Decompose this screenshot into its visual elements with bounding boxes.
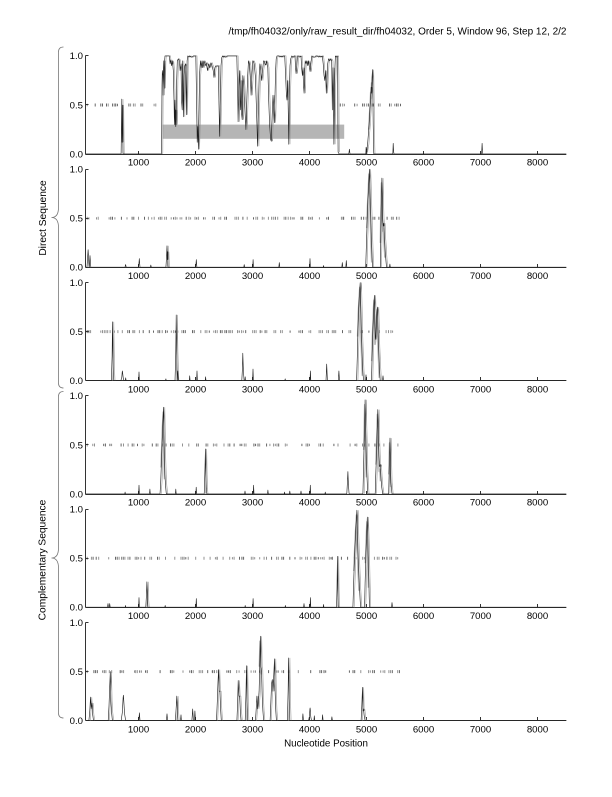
svg-text:2000: 2000 — [185, 724, 206, 735]
svg-text:/tmp/fh04032/only/raw_result_d: /tmp/fh04032/only/raw_result_dir/fh04032… — [229, 26, 567, 37]
svg-text:0.5: 0.5 — [70, 554, 83, 565]
svg-text:Direct Sequence: Direct Sequence — [38, 180, 49, 256]
svg-text:0.0: 0.0 — [70, 603, 83, 614]
svg-text:5000: 5000 — [356, 158, 377, 169]
svg-text:4000: 4000 — [299, 158, 320, 169]
svg-text:Nucleotide Position: Nucleotide Position — [284, 739, 368, 750]
svg-text:7000: 7000 — [470, 724, 491, 735]
svg-text:4000: 4000 — [299, 498, 320, 509]
svg-text:0.0: 0.0 — [70, 489, 83, 500]
svg-text:6000: 6000 — [413, 384, 434, 395]
svg-text:2000: 2000 — [185, 384, 206, 395]
svg-text:8000: 8000 — [527, 158, 548, 169]
svg-text:0.0: 0.0 — [70, 263, 83, 274]
svg-text:8000: 8000 — [527, 384, 548, 395]
svg-text:1000: 1000 — [128, 498, 149, 509]
svg-text:4000: 4000 — [299, 724, 320, 735]
svg-text:8000: 8000 — [527, 271, 548, 282]
svg-text:3000: 3000 — [242, 271, 263, 282]
svg-text:0.0: 0.0 — [70, 716, 83, 727]
svg-text:6000: 6000 — [413, 724, 434, 735]
svg-text:3000: 3000 — [242, 724, 263, 735]
svg-text:1.0: 1.0 — [70, 391, 83, 402]
svg-text:0.0: 0.0 — [70, 376, 83, 387]
svg-text:1.0: 1.0 — [70, 618, 83, 629]
svg-text:2000: 2000 — [185, 158, 206, 169]
svg-text:4000: 4000 — [299, 384, 320, 395]
svg-text:7000: 7000 — [470, 384, 491, 395]
svg-text:5000: 5000 — [356, 498, 377, 509]
svg-text:1000: 1000 — [128, 611, 149, 622]
svg-text:0.0: 0.0 — [70, 149, 83, 160]
svg-text:5000: 5000 — [356, 384, 377, 395]
svg-text:7000: 7000 — [470, 271, 491, 282]
svg-text:7000: 7000 — [470, 611, 491, 622]
svg-text:5000: 5000 — [356, 724, 377, 735]
svg-text:6000: 6000 — [413, 271, 434, 282]
svg-text:5000: 5000 — [356, 611, 377, 622]
svg-text:1.0: 1.0 — [70, 278, 83, 289]
svg-text:7000: 7000 — [470, 498, 491, 509]
svg-text:3000: 3000 — [242, 611, 263, 622]
svg-text:1.0: 1.0 — [70, 165, 83, 176]
svg-text:0.5: 0.5 — [70, 100, 83, 111]
svg-text:3000: 3000 — [242, 498, 263, 509]
svg-text:1000: 1000 — [128, 724, 149, 735]
svg-text:1.0: 1.0 — [70, 51, 83, 62]
svg-text:0.5: 0.5 — [70, 440, 83, 451]
svg-text:0.5: 0.5 — [70, 667, 83, 678]
svg-text:5000: 5000 — [356, 271, 377, 282]
svg-text:2000: 2000 — [185, 498, 206, 509]
svg-text:2000: 2000 — [185, 611, 206, 622]
svg-text:Complementary Sequence: Complementary Sequence — [38, 499, 49, 620]
svg-text:2000: 2000 — [185, 271, 206, 282]
svg-text:8000: 8000 — [527, 611, 548, 622]
svg-text:0.5: 0.5 — [70, 214, 83, 225]
svg-text:3000: 3000 — [242, 158, 263, 169]
svg-text:6000: 6000 — [413, 158, 434, 169]
svg-text:4000: 4000 — [299, 611, 320, 622]
svg-text:8000: 8000 — [527, 724, 548, 735]
svg-text:7000: 7000 — [470, 158, 491, 169]
svg-text:8000: 8000 — [527, 498, 548, 509]
svg-text:4000: 4000 — [299, 271, 320, 282]
svg-text:1000: 1000 — [128, 158, 149, 169]
svg-text:6000: 6000 — [413, 611, 434, 622]
svg-text:1.0: 1.0 — [70, 505, 83, 516]
svg-text:3000: 3000 — [242, 384, 263, 395]
svg-text:1000: 1000 — [128, 384, 149, 395]
svg-text:1000: 1000 — [128, 271, 149, 282]
svg-text:0.5: 0.5 — [70, 327, 83, 338]
svg-text:6000: 6000 — [413, 498, 434, 509]
